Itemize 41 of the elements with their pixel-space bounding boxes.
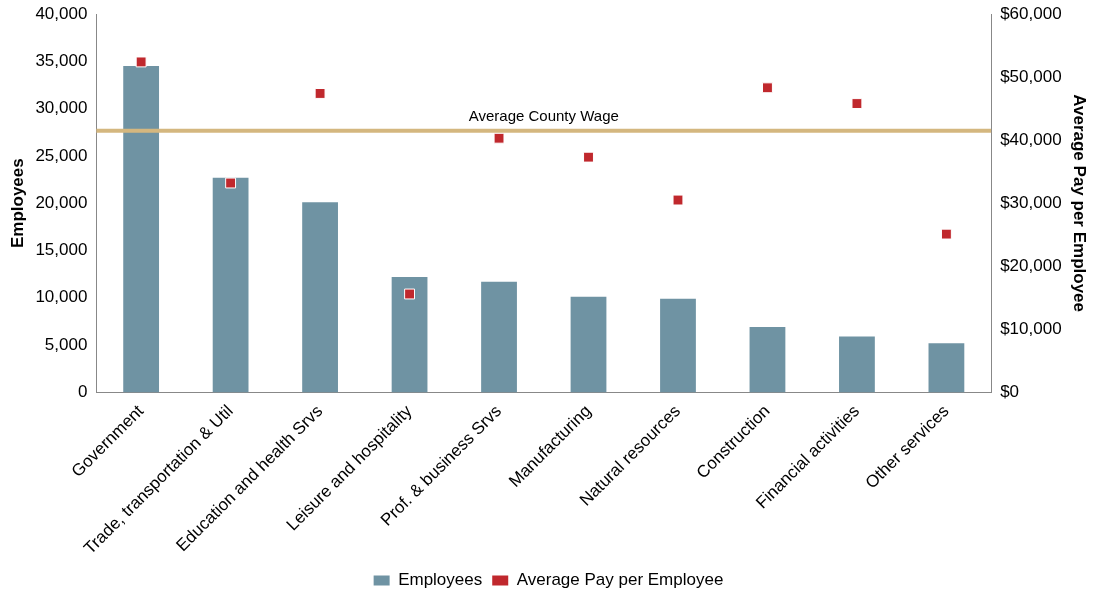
bar	[481, 281, 517, 393]
y2-tick-label: $20,000	[1000, 255, 1062, 275]
point	[404, 288, 416, 300]
bar	[302, 202, 338, 393]
y2-tick-label: $50,000	[1000, 66, 1062, 86]
y-tick-label: 35,000	[35, 50, 88, 70]
y-tick-label: 25,000	[35, 145, 88, 165]
bar	[212, 177, 249, 393]
point	[940, 228, 952, 240]
y-tick-label: 30,000	[35, 98, 88, 118]
y-axis-title: Employees	[7, 158, 27, 249]
bar	[570, 296, 607, 393]
y-tick-label: 20,000	[35, 192, 88, 212]
bar	[839, 336, 875, 393]
bar	[749, 327, 786, 393]
y2-axis-title: Average Pay per Employee	[1070, 94, 1090, 313]
y2-tick-label: $10,000	[1000, 319, 1062, 338]
point	[493, 132, 505, 144]
y2-tick-label: $30,000	[1000, 192, 1062, 212]
point	[135, 56, 147, 68]
y2-tick-label: $40,000	[1000, 129, 1062, 149]
bar	[928, 343, 965, 393]
point	[672, 194, 684, 206]
y-tick-label: 40,000	[35, 3, 88, 23]
y-tick-label: 15,000	[35, 240, 88, 260]
ref-line-label: Average County Wage	[468, 107, 619, 125]
point	[762, 82, 773, 94]
legend-label: Employees	[398, 570, 483, 590]
y-tick-label: 5,000	[44, 334, 88, 354]
y2-tick-label: $0	[1000, 382, 1020, 402]
bar	[391, 276, 428, 393]
bar	[660, 298, 696, 393]
y-tick-label: 10,000	[35, 287, 88, 307]
point	[225, 177, 237, 189]
point	[851, 98, 863, 109]
bar	[123, 66, 160, 393]
point	[583, 151, 594, 163]
point	[314, 88, 326, 99]
y2-tick-label: $60,000	[1000, 3, 1062, 23]
y-tick-label: 0	[77, 382, 88, 402]
legend-label: Average Pay per Employee	[516, 570, 724, 590]
